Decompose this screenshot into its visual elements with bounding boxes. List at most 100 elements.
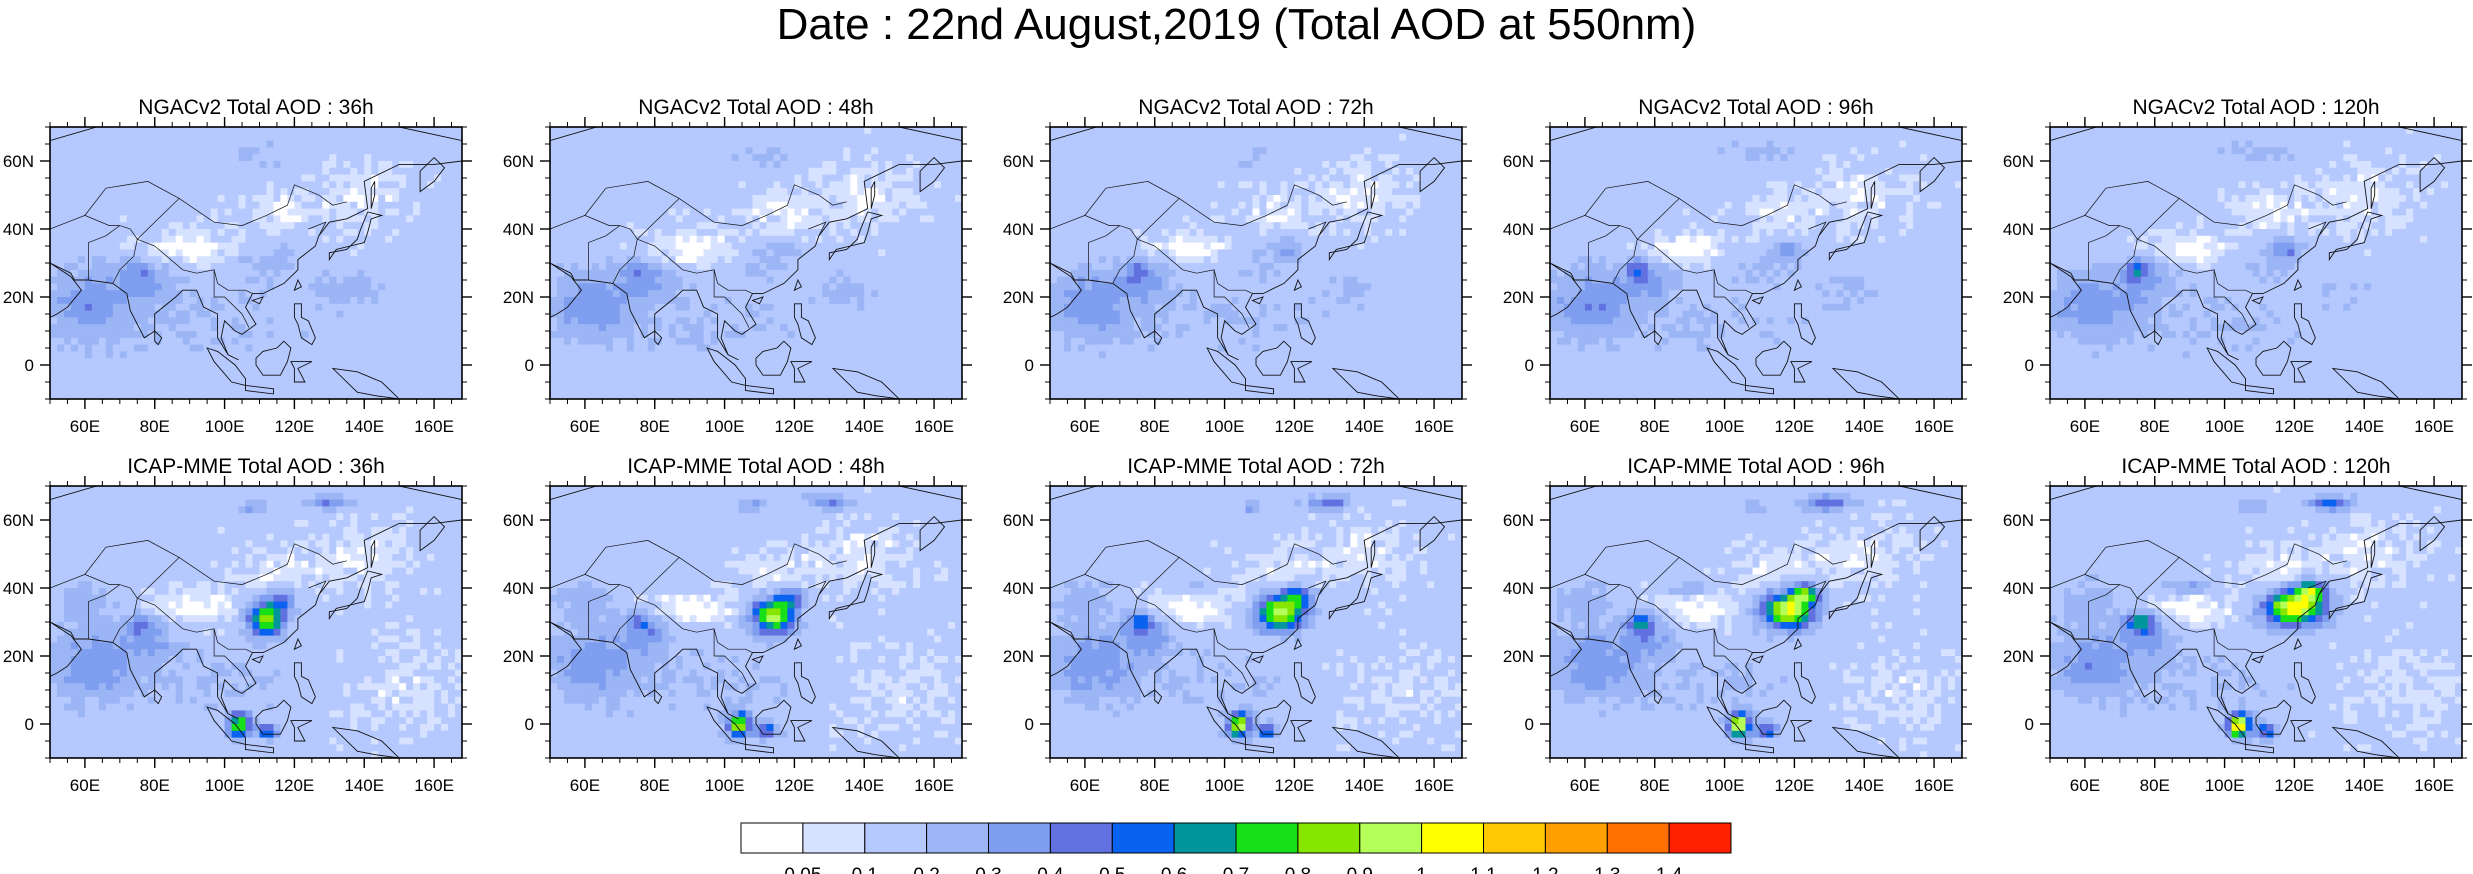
x-tick-label: 120E <box>275 776 315 795</box>
border-line <box>88 225 138 280</box>
x-tick-label: 100E <box>1205 776 1245 795</box>
y-tick-label: 20N <box>2003 288 2034 307</box>
coastline <box>2245 743 2274 754</box>
border-line <box>84 181 180 216</box>
coastline <box>251 655 264 664</box>
y-tick-label: 20N <box>503 647 534 666</box>
coastlines <box>1550 127 1962 399</box>
coastline <box>331 367 400 399</box>
panel-title: NGACv2 Total AOD : 96h <box>1638 96 1873 119</box>
x-tick-label: 100E <box>1705 417 1745 436</box>
border-line <box>1112 238 1253 294</box>
x-tick-label: 100E <box>1205 417 1245 436</box>
coastlines <box>2050 127 2462 399</box>
coastline <box>745 384 774 395</box>
coastline <box>2328 570 2384 621</box>
map-panel: ICAP-MME Total AOD : 72h 60E 80E 100E 120E 14… <box>1003 455 1472 795</box>
coastline <box>1245 384 1274 395</box>
x-tick-label: 60E <box>70 417 100 436</box>
border-line <box>1088 584 1138 639</box>
x-tick-label: 100E <box>1705 776 1745 795</box>
coastline <box>2328 211 2384 262</box>
coastline <box>1154 329 1163 346</box>
coastline <box>2251 655 2264 664</box>
y-tick-label: 40N <box>1003 579 1034 598</box>
coastlines <box>50 486 462 758</box>
coastline <box>2419 515 2446 552</box>
coastline <box>1751 296 1764 305</box>
coastline <box>1745 743 1774 754</box>
coastline <box>1251 655 1264 664</box>
coastline <box>1550 127 1962 361</box>
x-tick-label: 160E <box>1414 776 1454 795</box>
border-line <box>1308 221 1327 236</box>
coastline <box>2251 296 2264 305</box>
border-line <box>2137 184 2347 240</box>
coastline <box>828 570 884 621</box>
y-tick-label: 20N <box>1503 288 1534 307</box>
y-tick-label: 0 <box>1525 356 1534 375</box>
coastline <box>1706 347 1746 386</box>
coastline <box>2050 486 2462 720</box>
coastline <box>1290 361 1313 383</box>
border-line <box>713 269 750 328</box>
border-line <box>1713 269 1750 328</box>
coastline <box>1706 706 1746 745</box>
coastline <box>1293 303 1316 346</box>
x-tick-label: 60E <box>1070 417 1100 436</box>
coastline <box>2050 127 2462 361</box>
coastline <box>1419 156 1446 193</box>
coastline <box>745 743 774 754</box>
coastline <box>245 743 274 754</box>
y-tick-label: 20N <box>1003 288 1034 307</box>
border-line <box>1808 221 1827 236</box>
x-tick-label: 100E <box>205 776 245 795</box>
coastline <box>2331 367 2400 399</box>
border-line <box>713 628 750 687</box>
coastline <box>828 211 884 262</box>
border-line <box>2088 225 2138 280</box>
map-panel: ICAP-MME Total AOD : 48h 60E 80E 100E 120E 14… <box>503 455 972 795</box>
x-tick-label: 100E <box>205 417 245 436</box>
x-tick-label: 60E <box>1070 776 1100 795</box>
border-line <box>137 184 347 240</box>
coastline <box>154 329 163 346</box>
panel-title: NGACv2 Total AOD : 48h <box>638 96 873 119</box>
border-line <box>2112 597 2253 653</box>
coastline <box>755 340 792 376</box>
panel-title: NGACv2 Total AOD : 120h <box>2132 96 2379 119</box>
border-line <box>1584 181 1680 216</box>
coastline <box>2419 156 2446 193</box>
coastline <box>2245 384 2274 395</box>
coastline <box>1755 699 1792 735</box>
x-tick-label: 160E <box>914 417 954 436</box>
coastline <box>793 303 816 346</box>
border-line <box>584 181 680 216</box>
map-panel: NGACv2 Total AOD : 48h 60E 80E 100E 120E 140E… <box>503 96 972 436</box>
y-tick-label: 20N <box>1503 647 1534 666</box>
x-tick-label: 120E <box>775 776 815 795</box>
y-tick-label: 0 <box>525 356 534 375</box>
map-panel: NGACv2 Total AOD : 96h 60E 80E 100E 120E 140E… <box>1503 96 1972 436</box>
coastline <box>1251 296 1264 305</box>
coastline <box>1370 181 1376 209</box>
y-tick-label: 0 <box>25 715 34 734</box>
x-tick-label: 120E <box>2275 417 2315 436</box>
border-line <box>137 543 347 599</box>
x-tick-label: 100E <box>705 417 745 436</box>
x-tick-label: 140E <box>1844 417 1884 436</box>
coastline <box>1293 662 1316 705</box>
coastline <box>2370 181 2376 209</box>
x-tick-label: 160E <box>1914 417 1954 436</box>
y-tick-label: 0 <box>1025 715 1034 734</box>
coastline <box>1290 720 1313 742</box>
coastline <box>793 637 803 651</box>
border-line <box>112 238 253 294</box>
coastline <box>1828 211 1884 262</box>
coastline <box>206 706 246 745</box>
border-line <box>637 184 847 240</box>
coastline <box>328 570 384 621</box>
y-tick-label: 0 <box>25 356 34 375</box>
coastline <box>255 340 292 376</box>
coastline <box>1793 662 1816 705</box>
